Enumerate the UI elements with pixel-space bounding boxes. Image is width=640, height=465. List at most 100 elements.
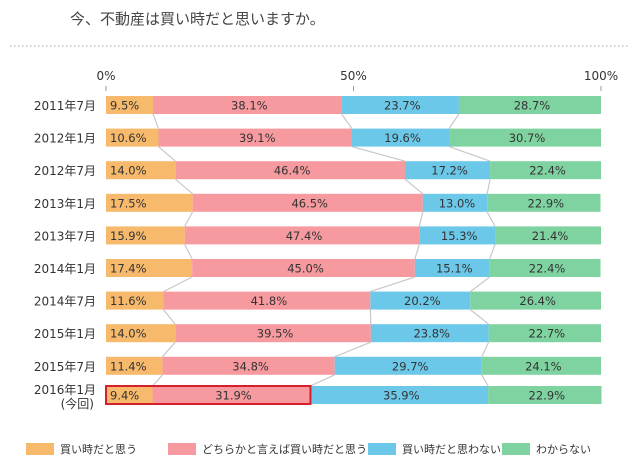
connector-line [334, 341, 372, 358]
data-label: 38.1% [231, 99, 268, 113]
category-label: 2013年1月 [34, 197, 96, 211]
bar-segment [481, 356, 601, 375]
data-label: 23.8% [413, 327, 450, 341]
data-label: 14.0% [110, 327, 147, 341]
bar-segment [162, 356, 335, 375]
highlight-box [105, 385, 312, 405]
bar-segment [163, 291, 371, 310]
x-tick-label: 0% [96, 69, 115, 83]
bar-segment [106, 96, 154, 114]
bar-segment [458, 96, 601, 114]
legend-swatch [168, 443, 196, 455]
bar-segment [106, 193, 193, 212]
data-label: 30.7% [509, 131, 546, 145]
bar-segment [106, 161, 176, 180]
data-label: 28.7% [514, 99, 551, 113]
bar-segment [495, 226, 601, 245]
bar-segment [106, 128, 159, 147]
category-label: 2012年7月 [34, 164, 96, 178]
data-label: 22.9% [528, 196, 565, 210]
data-label: 34.8% [232, 359, 269, 373]
connector-line [158, 146, 176, 162]
bar-segment [175, 324, 371, 343]
connector-line [152, 374, 163, 387]
bar-segment [310, 386, 489, 404]
chart-title: 今、不動産は買い時だと思いますか。 [70, 10, 325, 28]
bar-segment [106, 356, 163, 375]
data-label: 13.0% [439, 196, 476, 210]
category-label: 2015年7月 [34, 360, 96, 374]
data-label: 20.2% [404, 294, 441, 308]
bar-segment [106, 324, 176, 343]
bar-segment [106, 259, 193, 277]
data-label: 46.5% [291, 196, 328, 210]
connector-line [418, 211, 424, 227]
data-label: 21.4% [532, 229, 569, 243]
category-label: 2014年7月 [34, 295, 96, 309]
connector-line [404, 178, 424, 195]
data-label: 23.7% [384, 99, 421, 113]
connector-line [414, 244, 420, 260]
data-label: 11.6% [110, 294, 147, 308]
bar-segment [422, 193, 488, 212]
bar-segment [184, 226, 420, 245]
bar-segment [419, 226, 496, 245]
connector-line [486, 179, 491, 194]
legend-swatch [26, 443, 54, 455]
bar-segment [153, 96, 342, 114]
data-label: 9.5% [110, 99, 139, 113]
bar-segment [341, 96, 459, 114]
bar-segment [106, 386, 153, 404]
data-label: 31.9% [215, 389, 252, 403]
connector-line [310, 374, 335, 387]
bar-segment [352, 128, 450, 147]
connector-line [162, 309, 176, 325]
connector-line [341, 113, 353, 129]
data-label: 17.2% [431, 164, 468, 178]
connector-line [448, 113, 460, 129]
data-label: 14.0% [110, 164, 147, 178]
bar-segment [106, 291, 164, 310]
data-label: 10.6% [110, 131, 147, 145]
connector-line [152, 113, 160, 129]
bar-segment [449, 128, 601, 147]
data-label: 45.0% [287, 262, 324, 276]
data-label: 46.4% [274, 164, 311, 178]
connector-line [184, 244, 193, 260]
category-label: 2012年1月 [34, 132, 96, 146]
connector-line [481, 374, 489, 387]
legend-swatch [368, 443, 396, 455]
data-label: 22.9% [529, 389, 566, 403]
data-label: 11.4% [110, 359, 147, 373]
data-label: 24.1% [525, 359, 562, 373]
bar-segment [334, 356, 482, 375]
bar-segment [414, 259, 490, 277]
category-label: (今回) [61, 396, 94, 411]
connector-line [161, 341, 176, 358]
legend-label: 買い時だと思う [60, 443, 137, 456]
category-label: 2011年7月 [34, 99, 96, 113]
bar-segment [404, 161, 491, 180]
data-label: 22.7% [529, 327, 566, 341]
data-label: 26.4% [519, 294, 556, 308]
x-tick-label: 50% [340, 69, 367, 83]
bar-segment [488, 324, 601, 343]
legend-label: わからない [536, 443, 591, 456]
connector-line [469, 276, 490, 293]
bar-segment [370, 291, 471, 310]
category-label: 2014年1月 [34, 262, 96, 276]
data-label: 41.8% [251, 294, 288, 308]
connector-line [370, 276, 416, 293]
connector-line [448, 146, 491, 162]
bar-segment [370, 324, 489, 343]
connector-line [163, 276, 193, 293]
category-label: 2016年1月 [34, 383, 96, 397]
bar-segment [192, 193, 423, 212]
data-label: 22.4% [529, 262, 566, 276]
bar-segment [470, 291, 601, 310]
bar-segment [158, 128, 353, 147]
data-label: 19.6% [384, 131, 421, 145]
bar-segment [490, 161, 601, 180]
bar-segment [489, 259, 601, 277]
